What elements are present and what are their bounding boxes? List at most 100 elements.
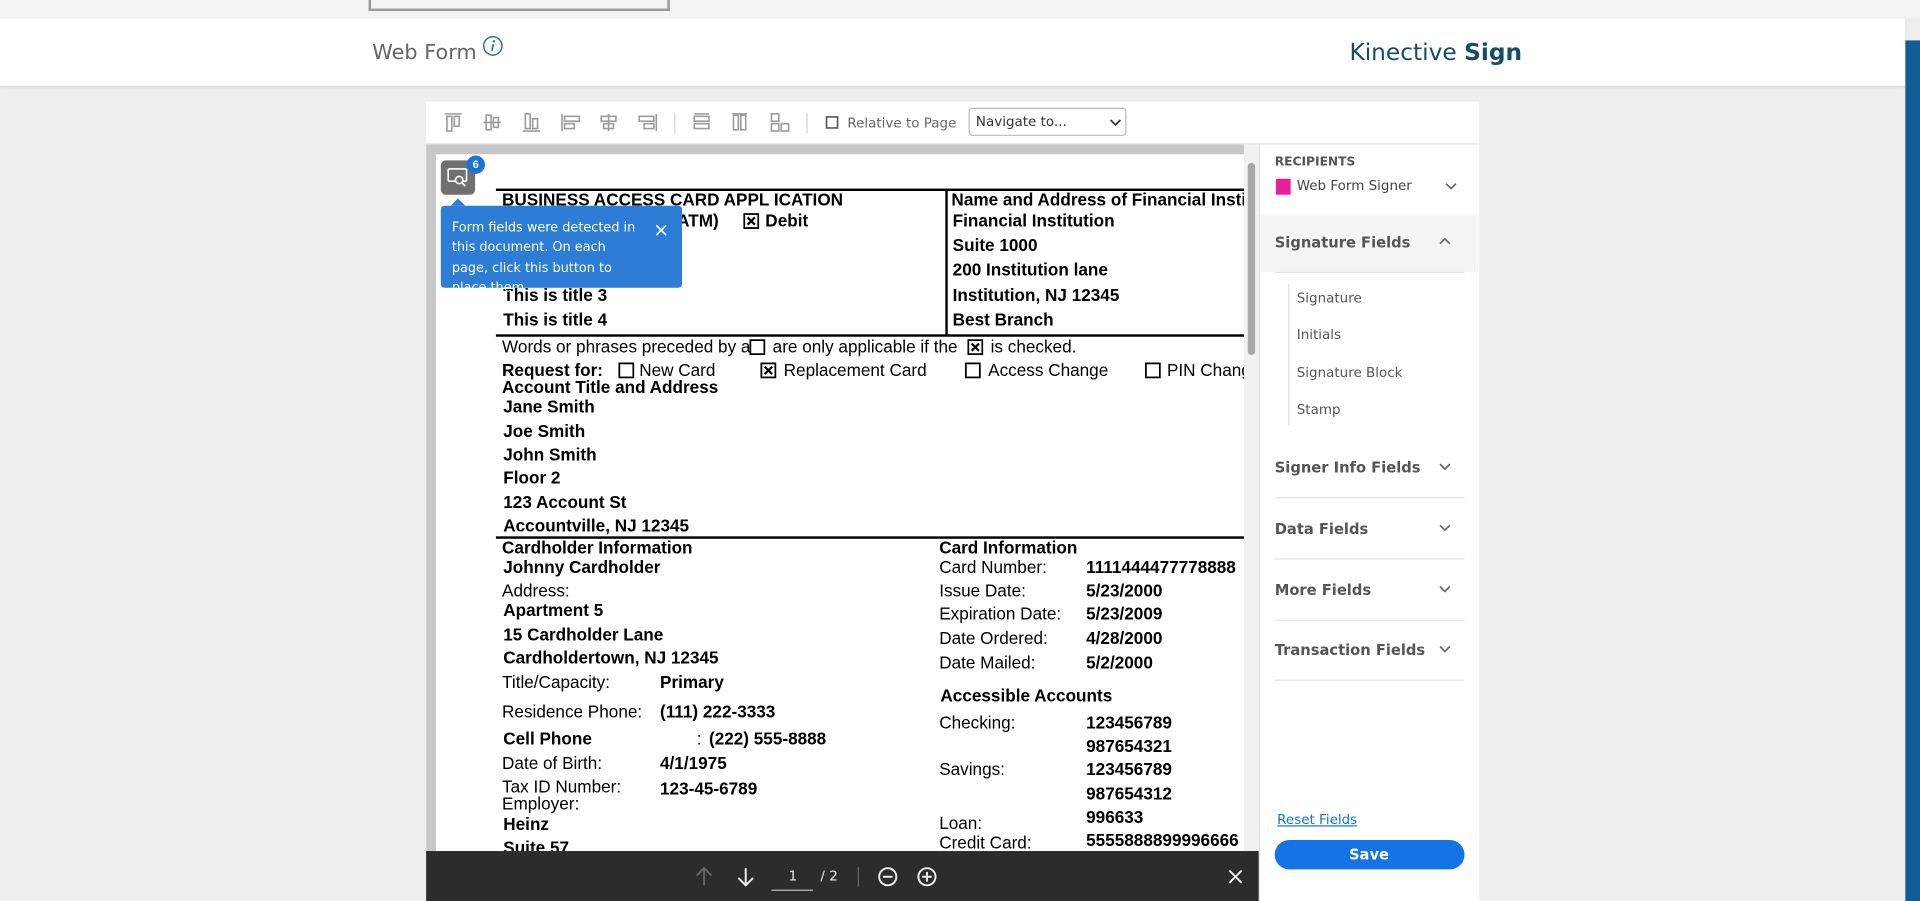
recipient-name[interactable]: Web Form Signer [1296,177,1412,194]
account-line: 123 Account St [503,492,627,512]
address-line: 15 Cardholder Lane [503,624,664,645]
distribute-v[interactable] [693,113,710,130]
checkbox-checked [967,339,984,356]
section-title[interactable]: Transaction Fields [1274,641,1426,659]
fi-line: Institution, NJ 12345 [952,285,1120,305]
field-value: Primary [660,672,724,692]
account-type: Savings: [939,759,1005,779]
recipient-color [1275,178,1291,195]
note: is checked. [990,336,1077,357]
pager-bar [426,851,1259,901]
zoom-in[interactable] [917,867,937,887]
rule [495,536,1245,539]
top-tab[interactable] [368,0,670,12]
section-open-bg [1260,215,1478,272]
info-icon[interactable] [482,36,503,57]
account-line: John Smith [503,444,597,465]
grid-size[interactable] [770,113,790,132]
section-title[interactable]: Data Fields [1274,520,1369,538]
field-value: 5/2/2000 [1086,652,1153,673]
field-label: Tax ID Number: [502,776,622,796]
header [0,18,1906,86]
zoom-out[interactable] [878,867,898,887]
close-viewer[interactable] [1228,869,1243,884]
field-value: 5/23/2009 [1086,603,1163,624]
checkbox-checked [760,362,777,379]
prev-page[interactable] [696,866,713,886]
scroll-thumb[interactable] [1247,162,1256,356]
rule [495,334,1245,337]
next-page[interactable] [737,868,754,887]
section-title[interactable]: Signer Info Fields [1274,459,1421,477]
page-input[interactable]: 1 [788,868,798,885]
navigate-select[interactable] [968,107,1127,136]
form-title: BUSINESS ACCESS CARD APPL ICATION [502,189,844,210]
detect-icon [447,168,468,187]
fi-heading: Name and Address of Financial Instituti [951,189,1245,210]
panel-border [1258,144,1261,901]
field-item[interactable]: Signature Block [1296,364,1403,381]
field-item[interactable]: Initials [1296,327,1342,344]
save-button[interactable] [1274,840,1465,870]
field-label: Date Mailed: [939,652,1036,673]
distribute-h[interactable] [732,113,747,131]
brand-bold: Sign [1464,39,1523,67]
account-number: 123456789 [1086,712,1172,733]
align-right[interactable] [638,113,658,132]
align-bottom[interactable] [522,113,541,132]
expand-chevron[interactable] [1438,523,1453,533]
collapse-chevron[interactable] [1438,236,1453,246]
field-value: 1111444477778888 [1086,557,1236,577]
relative-checkbox[interactable] [825,116,839,129]
tooltip: Form fields were detected in this docume… [440,205,683,295]
note: are only applicable if the [772,336,958,357]
expand-chevron[interactable] [1438,584,1453,594]
tooltip-close[interactable] [655,224,667,236]
expand-chevron[interactable] [1438,644,1453,654]
badge: 6 [466,155,485,174]
request-option: Access Change [988,360,1109,380]
employer-line: Heinz [503,814,549,834]
account-type: Checking: [939,712,1016,733]
address-line: Apartment 5 [503,600,604,620]
field-value: 4/28/2000 [1086,628,1163,648]
fi-line: Best Branch [952,309,1054,330]
account-line: Joe Smith [503,421,586,441]
field-item[interactable]: Stamp [1296,401,1341,418]
recipients-label: RECIPIENTS [1274,155,1356,169]
account-number: 987654321 [1086,735,1172,756]
align-middle[interactable] [483,114,501,131]
section-title[interactable]: Signature Fields [1274,233,1411,252]
relative-label: Relative to Page [847,115,957,132]
field-value: (111) 222-3333 [660,701,776,722]
field-label: Cell Phone [503,728,592,749]
field-label: Title/Capacity: [502,672,611,692]
expand-chevron[interactable] [1444,181,1459,191]
expand-chevron[interactable] [1438,462,1453,472]
section-divider [1274,558,1465,560]
request-option: PIN Chang [1166,360,1245,380]
top-bar [0,0,1920,19]
section-divider [1274,497,1465,499]
employer-line: Suite 57 [503,837,570,852]
address-label: Address: [502,580,570,601]
section-divider [1274,619,1465,621]
cardholder-name: Johnny Cardholder [503,557,661,577]
doc-text: Debit [765,210,809,231]
accounts-heading: Accessible Accounts [940,685,1113,706]
field-value: 4/1/1975 [660,753,727,773]
note: Words or phrases preceded by a [502,336,751,357]
field-label: Card Number: [939,557,1047,577]
title-line: This is title 4 [503,309,608,330]
section-title[interactable]: More Fields [1274,581,1372,599]
align-left[interactable] [561,113,580,132]
align-top[interactable] [444,113,462,132]
checkbox-checked [743,213,760,229]
reset-link[interactable]: Reset Fields [1277,811,1358,828]
field-item[interactable]: Signature [1296,290,1362,307]
items-rail [1288,284,1290,425]
align-center[interactable] [600,113,617,132]
account-number: 5555888899996666 [1086,830,1239,850]
side-strip [1905,40,1920,901]
